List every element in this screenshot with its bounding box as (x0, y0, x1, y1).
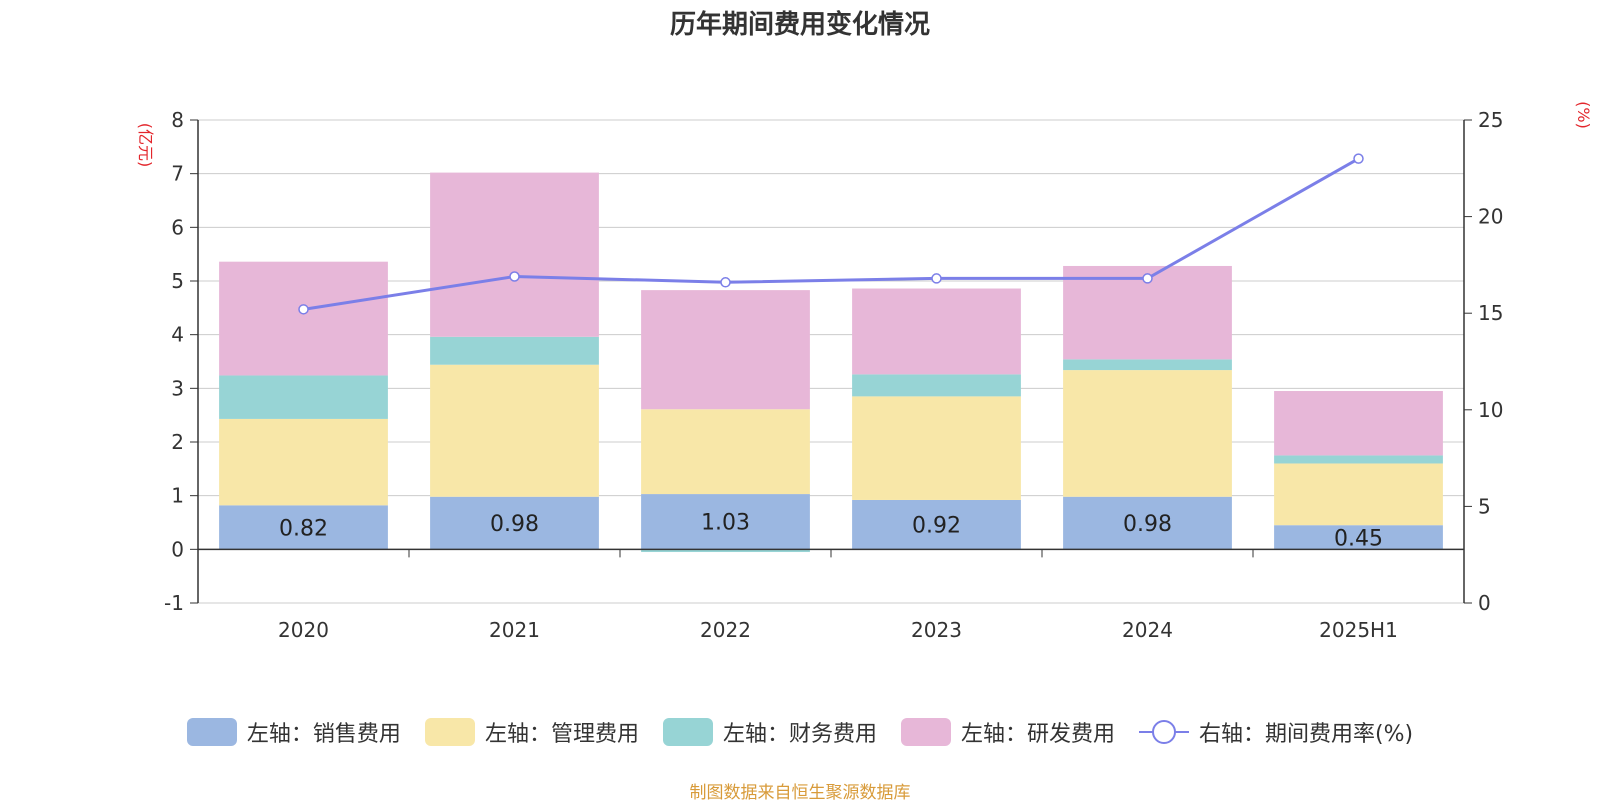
legend-swatch (662, 718, 713, 746)
legend-line-icon (1138, 720, 1189, 744)
right-tick-label: 15 (1478, 301, 1503, 325)
bar-segment (219, 375, 388, 419)
right-tick-label: 5 (1478, 494, 1491, 518)
x-tick-label: 2020 (278, 618, 329, 642)
bar-segment (1274, 391, 1443, 456)
legend-swatch (900, 718, 951, 746)
left-tick-label: 6 (171, 215, 184, 239)
chart-canvas: -1 0 1 2 3 4 5 6 7 8 0 5 10 15 20 25 2020 2021 2022 2023 202… (136, 101, 1593, 642)
legend-label: 左轴：销售费用 (246, 722, 401, 747)
bar-segment (641, 549, 810, 553)
axes-group: -1 0 1 2 3 4 5 6 7 8 0 5 10 15 20 25 2020 2021 2022 2023 202… (136, 101, 1593, 642)
rate-point (1142, 273, 1153, 284)
bar-segment (1274, 455, 1443, 464)
bar-segment (1063, 496, 1232, 550)
x-tick-label: 2021 (489, 618, 540, 642)
bar-segment (430, 496, 599, 550)
legend-item[interactable]: 左轴：销售费用 (186, 716, 401, 748)
left-axis-unit: (亿元) (136, 123, 155, 168)
bar-value-label: 0.98 (490, 512, 539, 537)
rate-line-group (298, 153, 1364, 315)
source-note: 制图数据来自恒生聚源数据库 (689, 783, 911, 803)
right-axis-unit: (%) (1574, 101, 1593, 129)
bar-segment (1063, 370, 1232, 497)
x-tick-label: 2023 (911, 618, 962, 642)
legend-label: 左轴：管理费用 (484, 722, 639, 747)
legend-swatch (424, 718, 475, 746)
legend-label: 右轴：期间费用率(%) (1198, 722, 1414, 747)
bar-segment (1063, 359, 1232, 371)
bar-segment (430, 364, 599, 497)
right-tick-label: 0 (1478, 591, 1491, 615)
legend: 左轴：销售费用 左轴：管理费用 左轴：财务费用 左轴：研发费用 右轴：期间费用率(%) (0, 716, 1600, 748)
x-tick-label: 2024 (1122, 618, 1173, 642)
right-tick-label: 10 (1478, 398, 1503, 422)
left-tick-label: -1 (164, 591, 184, 615)
bar-value-label: 1.03 (701, 511, 750, 536)
left-tick-label: 2 (171, 430, 184, 454)
left-tick-label: 7 (171, 162, 184, 186)
bar-value-label: 0.92 (912, 514, 961, 539)
bar-segment (852, 499, 1021, 550)
left-tick-label: 8 (171, 108, 184, 132)
rate-point (298, 304, 309, 315)
left-tick-label: 0 (171, 537, 184, 561)
bar-segment (641, 494, 810, 550)
bar-segment (219, 261, 388, 376)
bar-group (219, 172, 1443, 553)
legend-item[interactable]: 左轴：研发费用 (900, 716, 1115, 748)
x-tick-label: 2025H1 (1319, 618, 1398, 642)
bar-segment (852, 374, 1021, 397)
right-tick-label: 25 (1478, 108, 1503, 132)
rate-point (931, 273, 942, 284)
legend-swatch (186, 718, 237, 746)
legend-item[interactable]: 左轴：管理费用 (424, 716, 639, 748)
bar-segment (1274, 463, 1443, 526)
rate-point (509, 271, 520, 282)
right-tick-label: 20 (1478, 205, 1503, 229)
left-tick-label: 5 (171, 269, 184, 293)
legend-item[interactable]: 右轴：期间费用率(%) (1138, 716, 1414, 748)
legend-item[interactable]: 左轴：财务费用 (662, 716, 877, 748)
rate-point (1353, 153, 1364, 164)
chart-title: 历年期间费用变化情况 (669, 10, 930, 40)
bar-segment (852, 288, 1021, 375)
rate-line (303, 157, 1360, 311)
bar-value-labels: 0.82 0.98 1.03 0.92 0.98 0.45 (279, 511, 1383, 552)
bar-value-label: 0.45 (1334, 526, 1383, 551)
bar-segment (219, 505, 388, 550)
bar-value-label: 0.82 (279, 516, 328, 541)
bar-segment (430, 172, 599, 337)
bar-segment (852, 396, 1021, 500)
bar-segment (430, 336, 599, 365)
bar-value-label: 0.98 (1123, 512, 1172, 537)
left-tick-label: 4 (171, 323, 184, 347)
x-tick-label: 2022 (700, 618, 751, 642)
rate-point (720, 277, 731, 288)
left-tick-label: 3 (171, 376, 184, 400)
bar-segment (1274, 525, 1443, 550)
bar-segment (641, 409, 810, 495)
legend-label: 左轴：财务费用 (722, 722, 877, 747)
bar-segment (641, 290, 810, 410)
left-tick-label: 1 (171, 484, 184, 508)
legend-label: 左轴：研发费用 (960, 722, 1115, 747)
bar-segment (219, 418, 388, 506)
